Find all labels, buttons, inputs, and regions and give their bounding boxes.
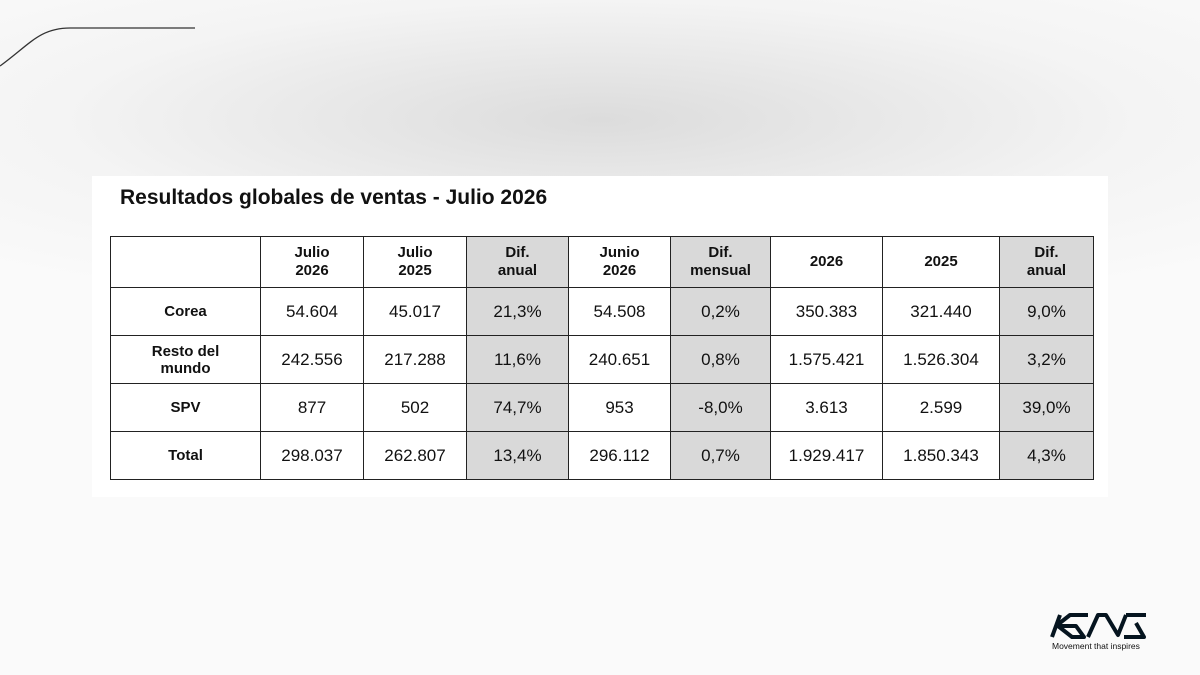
header-cell: Dif. anual — [999, 236, 1094, 288]
table-cell: 21,3% — [466, 287, 569, 336]
table-cell: 0,7% — [670, 431, 771, 480]
decoration — [0, 27, 195, 67]
table-title: Resultados globales de ventas - Julio 20… — [120, 186, 548, 209]
table-cell: 1.526.304 — [882, 335, 1000, 384]
table-cell: 298.037 — [260, 431, 364, 480]
header-cell: Dif. mensual — [670, 236, 771, 288]
table-body: Julio 2026 Julio 2025 Dif. anual Junio 2026… — [110, 236, 1094, 480]
table-cell: 0,2% — [670, 287, 771, 336]
table-cell: 240.651 — [568, 335, 671, 384]
header-cell: 2025 — [882, 236, 1000, 288]
table-card: Resultados globales de ventas - Julio 20… — [92, 176, 1108, 497]
table-cell: 1.850.343 — [882, 431, 1000, 480]
table-cell: 262.807 — [363, 431, 467, 480]
table-cell: 3.613 — [770, 383, 883, 432]
header-cell: Dif. anual — [466, 236, 569, 288]
table-cell: 74,7% — [466, 383, 569, 432]
table-cell: 2.599 — [882, 383, 1000, 432]
table-row: Total 298.037 262.807 13,4% 296.112 0,7% 1.929… — [110, 431, 1094, 480]
table-cell: 350.383 — [770, 287, 883, 336]
header-cell: Julio 2026 — [260, 236, 364, 288]
header-cell: Junio 2026 — [568, 236, 671, 288]
table-cell: 9,0% — [999, 287, 1094, 336]
table-cell: 3,2% — [999, 335, 1094, 384]
header-cell: Julio 2025 — [363, 236, 467, 288]
sales-table: Julio 2026 Julio 2025 Dif. anual Junio 2026… — [110, 236, 1094, 480]
row-header-cell: Total — [110, 431, 261, 480]
table-cell: 0,8% — [670, 335, 771, 384]
table-cell: 217.288 — [363, 335, 467, 384]
table-row: SPV 877 502 74,7% 953 -8,0% 3.613 2.599 39,0% — [110, 383, 1094, 432]
table-cell: 877 — [260, 383, 364, 432]
table-cell: 953 — [568, 383, 671, 432]
table-cell: 11,6% — [466, 335, 569, 384]
table-cell: 54.508 — [568, 287, 671, 336]
header-cell — [110, 236, 261, 288]
table-cell: 39,0% — [999, 383, 1094, 432]
table-cell: 296.112 — [568, 431, 671, 480]
table-row: Resto del mundo 242.556 217.288 11,6% 240.65… — [110, 335, 1094, 384]
header-cell: 2026 — [770, 236, 883, 288]
table-cell: 54.604 — [260, 287, 364, 336]
row-header-cell: Corea — [110, 287, 261, 336]
header-row: Julio 2026 Julio 2025 Dif. anual Junio 2026… — [110, 236, 1094, 288]
brand-logo — [1050, 613, 1146, 639]
table-cell: 13,4% — [466, 431, 569, 480]
tagline: Movement that inspires — [1052, 641, 1140, 651]
table-cell: 502 — [363, 383, 467, 432]
table-cell: 1.929.417 — [770, 431, 883, 480]
table-cell: 1.575.421 — [770, 335, 883, 384]
table-row: Corea 54.604 45.017 21,3% 54.508 0,2% 350.383 3… — [110, 287, 1094, 336]
row-header-cell: Resto del mundo — [110, 335, 261, 384]
table-cell: 242.556 — [260, 335, 364, 384]
table-cell: 321.440 — [882, 287, 1000, 336]
table-cell: -8,0% — [670, 383, 771, 432]
row-header-cell: SPV — [110, 383, 261, 432]
table-cell: 4,3% — [999, 431, 1094, 480]
table-cell: 45.017 — [363, 287, 467, 336]
